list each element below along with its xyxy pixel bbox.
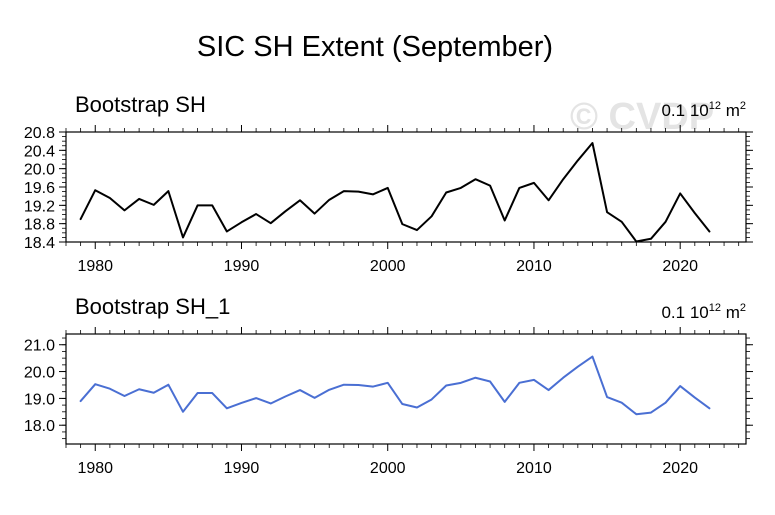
panels: Bootstrap SH 0.1 1012 m218.418.819.219.62… [24,92,753,477]
x-tick-label: 2010 [516,258,552,275]
x-tick-label: 1990 [224,460,260,477]
x-tick-label: 2000 [370,460,406,477]
y-tick-label: 20.4 [24,143,55,160]
watermark: © CVDP [570,96,714,138]
y-tick-label: 21.0 [24,338,55,355]
x-tick-label: 1980 [77,258,113,275]
y-tick-label: 19.0 [24,391,55,408]
y-tick-label: 19.2 [24,198,55,215]
x-tick-label: 2020 [662,460,698,477]
figure-title: SIC SH Extent (September) [197,31,553,63]
y-tick-label: 18.8 [24,217,55,234]
y-tick-label: 20.0 [24,162,55,179]
y-tick-label: 20.0 [24,365,55,382]
x-tick-label: 2010 [516,460,552,477]
panel-1: Bootstrap SH 0.1 1012 m218.418.819.219.62… [24,92,753,275]
x-tick-label: 2000 [370,258,406,275]
panel-units: 0.1 1012 m2 [661,100,746,120]
plot-frame [65,333,747,445]
x-tick-label: 1990 [224,258,260,275]
y-tick-label: 19.6 [24,180,55,197]
series-line [79,142,711,243]
panel-title: Bootstrap SH [75,92,206,117]
series-line [79,355,711,416]
y-tick-label: 18.0 [24,418,55,435]
x-tick-label: 1980 [77,460,113,477]
panel-units: 0.1 1012 m2 [661,302,746,322]
y-tick-label: 20.8 [24,125,55,142]
y-tick-label: 18.4 [24,235,55,252]
x-tick-label: 2020 [662,258,698,275]
panel-2: Bootstrap SH_1 0.1 1012 m2 18.0 19.0 20.0 21.… [24,294,753,477]
panel-title: Bootstrap SH_1 [75,294,230,319]
